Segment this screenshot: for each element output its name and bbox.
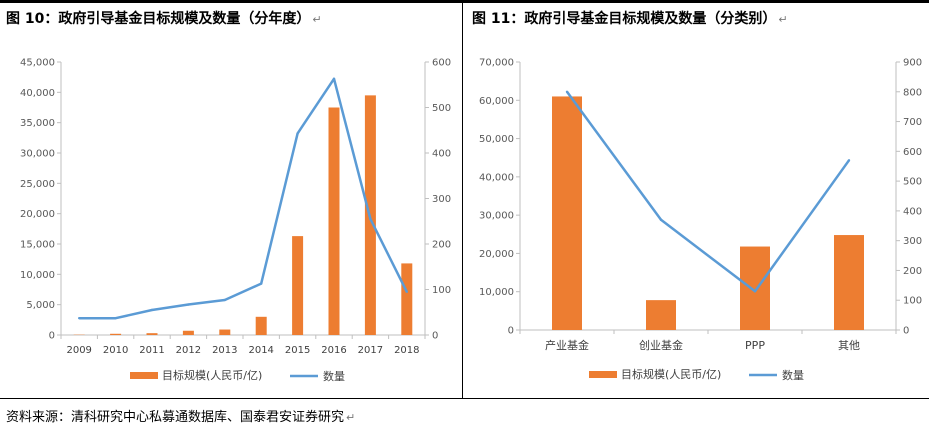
bar-target-scale <box>834 235 864 330</box>
right-tick-label: 600 <box>432 58 451 69</box>
x-tick-label: 2018 <box>394 345 419 356</box>
x-tick-label: 2016 <box>321 345 346 356</box>
left-tick-label: 50,000 <box>479 134 514 145</box>
line-count <box>79 77 408 320</box>
left-tick-label: 70,000 <box>479 58 514 69</box>
line-count-point <box>78 316 81 320</box>
line-count-point <box>114 316 117 320</box>
x-tick-label: 2010 <box>103 345 128 356</box>
x-tick-label: 2009 <box>66 345 91 356</box>
line-count-point <box>659 218 663 222</box>
bar-target-scale <box>219 329 231 335</box>
right-tick-label: 600 <box>903 147 922 158</box>
line-count-point <box>150 308 154 312</box>
right-tick-label: 500 <box>432 103 451 114</box>
legend-swatch-bar <box>130 372 158 379</box>
x-tick-label: 创业基金 <box>639 338 683 352</box>
line-count-point <box>753 290 757 293</box>
x-tick-label: 其他 <box>838 339 860 352</box>
x-tick-label: 2013 <box>212 345 237 356</box>
line-count-point <box>369 217 372 221</box>
x-tick-label: 2012 <box>176 345 201 356</box>
bar-target-scale <box>646 300 676 330</box>
return-mark: ↵ <box>312 13 322 26</box>
legend: 目标规模(人民币/亿) 数量 <box>589 367 804 382</box>
bar-target-scale <box>146 333 158 335</box>
right-tick-label: 400 <box>432 149 451 160</box>
legend-label-line: 数量 <box>323 370 345 383</box>
chart-by-year: 0 5,000 10,000 15,000 20,000 25,000 30,000 35,0… <box>20 58 451 384</box>
bar-target-scale <box>110 333 122 335</box>
left-tick-label: 60,000 <box>479 96 514 107</box>
right-tick-label: 700 <box>903 117 922 128</box>
bar-target-scale <box>182 330 194 335</box>
left-tick-label: 25,000 <box>20 179 55 190</box>
right-tick-label: 900 <box>903 58 922 69</box>
line-count-point <box>296 132 299 135</box>
x-tick-label: 产业基金 <box>545 338 589 352</box>
bottom-rule <box>0 398 929 399</box>
left-tick-label: 10,000 <box>479 287 514 298</box>
right-tick-label: 100 <box>903 296 922 307</box>
legend-swatch-bar <box>589 371 617 378</box>
line-count-point <box>332 77 336 81</box>
x-tick-label: 2015 <box>285 345 310 356</box>
x-tick-label: 2014 <box>248 345 273 356</box>
bar-target-scale <box>552 96 582 330</box>
x-tick-label: 2017 <box>358 345 383 356</box>
chart-by-category: 0 10,000 20,000 30,000 40,000 50,000 60,000 70,… <box>479 58 922 383</box>
right-tick-label: 400 <box>903 206 922 217</box>
right-tick-label: 0 <box>903 326 909 337</box>
left-tick-label: 45,000 <box>20 58 55 69</box>
line-count-point <box>405 290 408 293</box>
line-count-point <box>847 159 851 162</box>
chart-title-by-year: 图 10：政府引导基金目标规模及数量（分年度） ↵ <box>6 11 322 27</box>
right-tick-label: 100 <box>432 285 451 296</box>
left-tick-label: 0 <box>49 331 55 342</box>
left-tick-label: 10,000 <box>20 270 55 281</box>
left-tick-label: 20,000 <box>479 249 514 260</box>
chart-title-by-category: 图 11：政府引导基金目标规模及数量（分类别） ↵ <box>472 11 788 27</box>
left-tick-label: 0 <box>508 326 514 337</box>
left-tick-label: 15,000 <box>20 240 55 251</box>
source-note: 资料来源：清科研究中心私募通数据库、国泰君安证券研究 ↵ <box>6 410 356 425</box>
right-tick-label: 200 <box>903 266 922 277</box>
top-rule <box>0 0 929 3</box>
line-count <box>565 91 851 293</box>
legend: 目标规模(人民币/亿) 数量 <box>130 368 345 383</box>
legend-label-line: 数量 <box>782 369 804 382</box>
bar-target-scale <box>328 107 340 335</box>
right-tick-label: 300 <box>432 194 451 205</box>
line-count-point <box>260 282 263 285</box>
left-tick-label: 30,000 <box>20 149 55 160</box>
x-tick-label: PPP <box>745 339 765 352</box>
bar-target-scale <box>401 263 413 335</box>
line-count-point <box>223 298 226 302</box>
left-tick-label: 30,000 <box>479 211 514 222</box>
right-tick-label: 300 <box>903 236 922 247</box>
legend-label-bar: 目标规模(人民币/亿) <box>621 367 721 381</box>
bar-target-scale <box>255 316 267 335</box>
right-tick-label: 800 <box>903 87 922 98</box>
panel-divider <box>462 3 463 398</box>
line-count-point <box>565 90 569 93</box>
left-tick-label: 40,000 <box>479 172 514 183</box>
legend-label-bar: 目标规模(人民币/亿) <box>162 368 262 382</box>
right-tick-label: 500 <box>903 177 922 188</box>
left-tick-label: 40,000 <box>20 88 55 99</box>
right-tick-label: 200 <box>432 240 451 251</box>
bar-target-scale <box>740 246 770 330</box>
return-mark: ↵ <box>346 411 356 424</box>
x-tick-label: 2011 <box>139 345 164 356</box>
left-tick-label: 35,000 <box>20 118 55 129</box>
right-tick-label: 0 <box>432 331 438 342</box>
left-tick-label: 5,000 <box>26 300 55 311</box>
left-tick-label: 20,000 <box>20 209 55 220</box>
line-count-point <box>187 303 190 306</box>
return-mark: ↵ <box>778 13 788 26</box>
bar-target-scale <box>292 236 304 335</box>
